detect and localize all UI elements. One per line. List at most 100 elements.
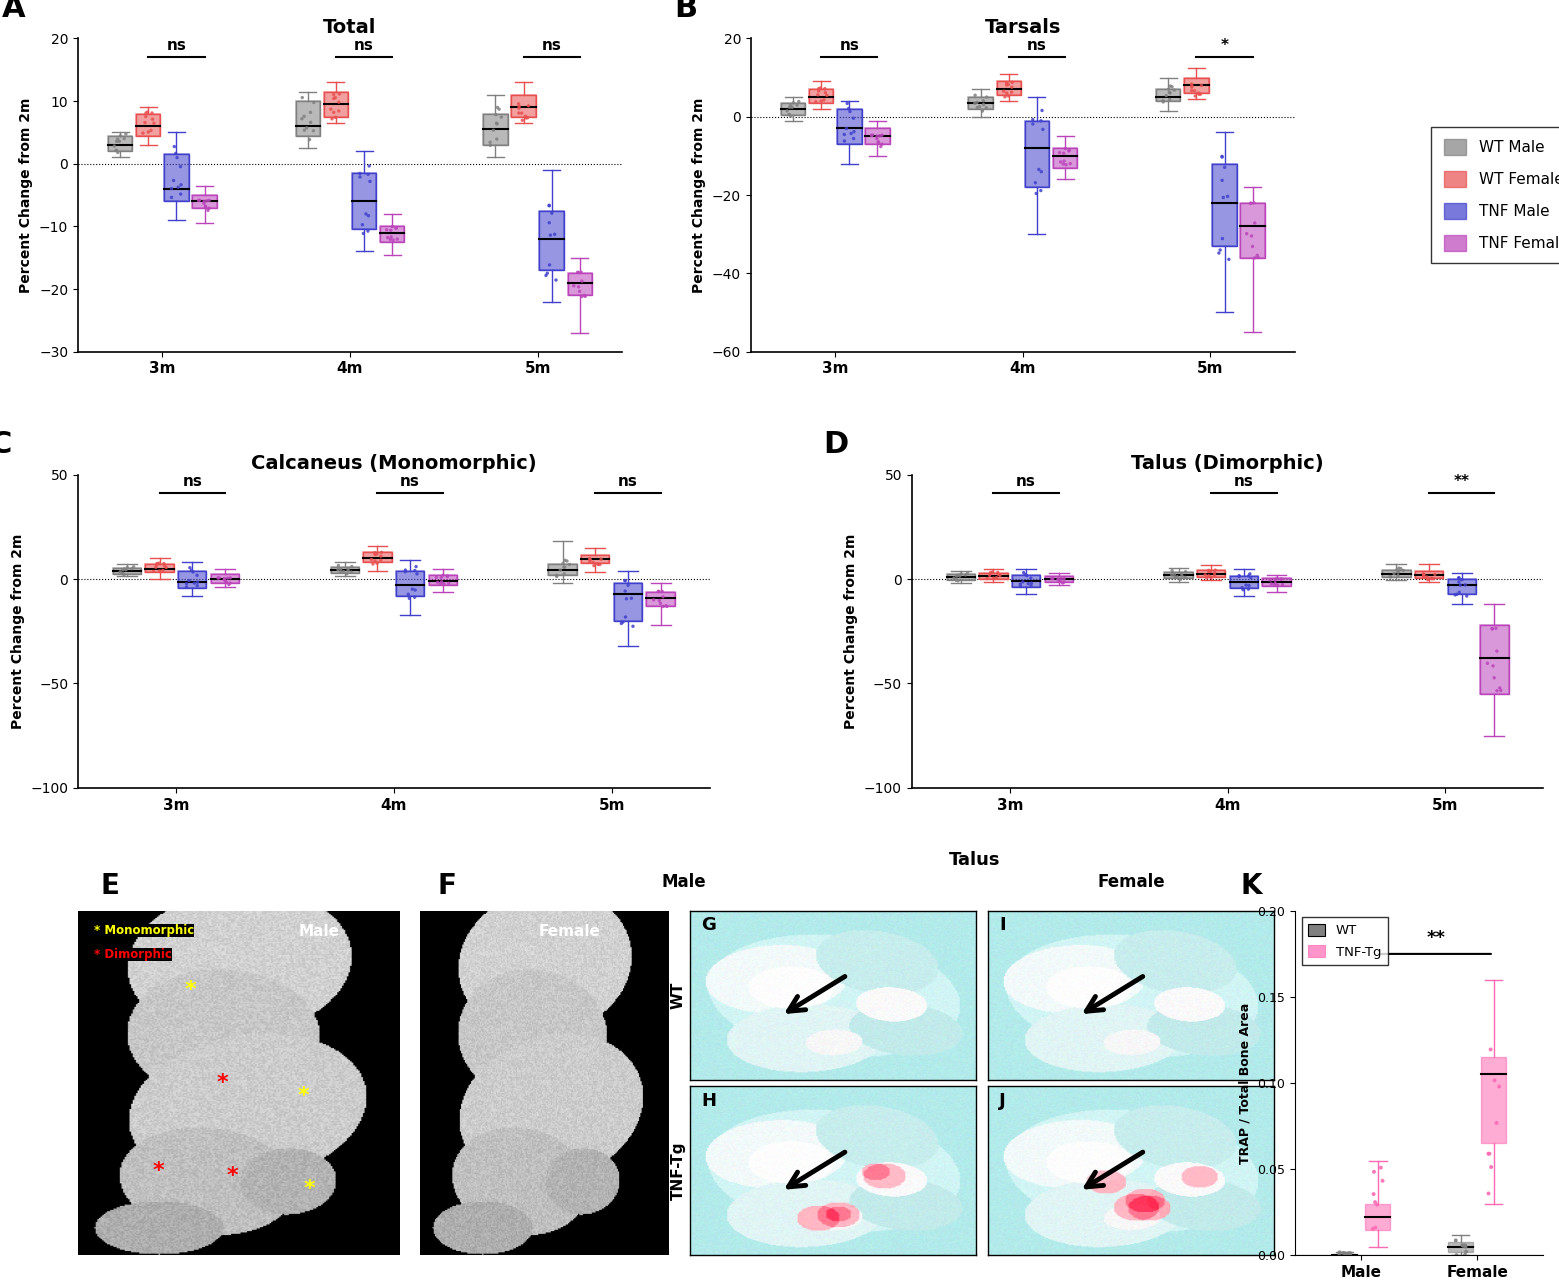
Point bbox=[967, 96, 992, 117]
Point bbox=[566, 277, 591, 297]
Y-axis label: WT: WT bbox=[670, 981, 686, 1009]
Point bbox=[1243, 213, 1267, 233]
Bar bbox=[979, 573, 1007, 579]
Bar bbox=[164, 154, 189, 201]
Point bbox=[1207, 243, 1232, 264]
Point bbox=[164, 143, 189, 164]
Point bbox=[561, 275, 586, 296]
Text: Talus: Talus bbox=[948, 851, 1001, 869]
Point bbox=[842, 122, 867, 142]
Text: ns: ns bbox=[541, 37, 561, 53]
Point bbox=[1199, 567, 1224, 588]
Text: D: D bbox=[823, 429, 848, 459]
Point bbox=[298, 102, 323, 123]
Point bbox=[945, 566, 970, 587]
Point bbox=[327, 83, 352, 104]
Point bbox=[507, 99, 532, 119]
Bar bbox=[1481, 1057, 1506, 1144]
Text: F: F bbox=[438, 871, 457, 899]
Point bbox=[318, 99, 343, 119]
Point bbox=[956, 562, 981, 583]
Point bbox=[374, 219, 399, 240]
Point bbox=[1269, 569, 1294, 589]
Point bbox=[1422, 569, 1447, 589]
Point bbox=[1169, 564, 1194, 584]
Point bbox=[1179, 81, 1204, 101]
Point bbox=[1246, 247, 1271, 268]
Bar bbox=[352, 173, 376, 229]
Text: *: * bbox=[217, 1073, 228, 1093]
Point bbox=[806, 85, 831, 105]
Point bbox=[864, 128, 889, 149]
Point bbox=[962, 85, 987, 105]
Bar bbox=[1045, 576, 1073, 582]
Bar bbox=[380, 227, 404, 242]
Point bbox=[650, 596, 675, 616]
Point bbox=[588, 555, 613, 575]
Point bbox=[1411, 564, 1436, 584]
Point bbox=[1196, 561, 1221, 582]
Point bbox=[1160, 561, 1185, 582]
Point bbox=[321, 88, 346, 109]
Point bbox=[962, 94, 987, 114]
Bar bbox=[1448, 579, 1476, 593]
Point bbox=[182, 573, 207, 593]
Point bbox=[803, 91, 828, 111]
Point bbox=[207, 567, 232, 588]
Point bbox=[943, 570, 968, 591]
Bar bbox=[1197, 570, 1225, 576]
Point bbox=[993, 87, 1018, 108]
Text: **: ** bbox=[1426, 929, 1445, 947]
Point bbox=[566, 263, 591, 283]
Point bbox=[655, 596, 680, 616]
Point bbox=[1016, 574, 1041, 594]
Y-axis label: TNF-Tg: TNF-Tg bbox=[670, 1141, 686, 1200]
Point bbox=[151, 553, 176, 574]
Point bbox=[1388, 559, 1412, 579]
Point bbox=[380, 216, 405, 237]
Point bbox=[812, 78, 837, 99]
Point bbox=[1160, 77, 1185, 97]
Point bbox=[833, 124, 857, 145]
Bar bbox=[996, 82, 1021, 95]
Point bbox=[114, 124, 139, 145]
Point bbox=[569, 270, 594, 291]
Bar bbox=[331, 566, 359, 573]
Point bbox=[965, 97, 990, 118]
Point bbox=[544, 565, 569, 585]
Point bbox=[1442, 584, 1467, 605]
Point bbox=[165, 147, 190, 168]
Point bbox=[533, 265, 558, 286]
Text: *: * bbox=[226, 1166, 239, 1186]
Point bbox=[510, 102, 535, 123]
Point bbox=[335, 560, 360, 580]
Point bbox=[1476, 1184, 1501, 1204]
Text: ns: ns bbox=[167, 37, 187, 53]
Bar bbox=[108, 136, 133, 151]
Point bbox=[974, 87, 999, 108]
Text: H: H bbox=[702, 1091, 716, 1109]
Point bbox=[1484, 680, 1509, 701]
Point bbox=[139, 102, 164, 123]
Point bbox=[115, 557, 140, 578]
Point bbox=[535, 263, 560, 283]
Point bbox=[485, 129, 510, 150]
Bar bbox=[145, 565, 173, 571]
Point bbox=[1453, 1235, 1478, 1255]
Point bbox=[1476, 1144, 1501, 1164]
Text: J: J bbox=[999, 1091, 1006, 1109]
Point bbox=[140, 109, 165, 129]
Point bbox=[516, 96, 541, 117]
Bar bbox=[1479, 625, 1509, 694]
Point bbox=[340, 556, 365, 576]
Point bbox=[552, 550, 577, 570]
Bar bbox=[1416, 571, 1444, 578]
Bar bbox=[1383, 570, 1411, 576]
Point bbox=[1026, 159, 1051, 179]
Bar bbox=[178, 571, 206, 588]
Point bbox=[1051, 154, 1076, 174]
Point bbox=[168, 184, 193, 205]
Point bbox=[168, 174, 193, 195]
Point bbox=[402, 580, 427, 601]
Point bbox=[429, 567, 454, 588]
